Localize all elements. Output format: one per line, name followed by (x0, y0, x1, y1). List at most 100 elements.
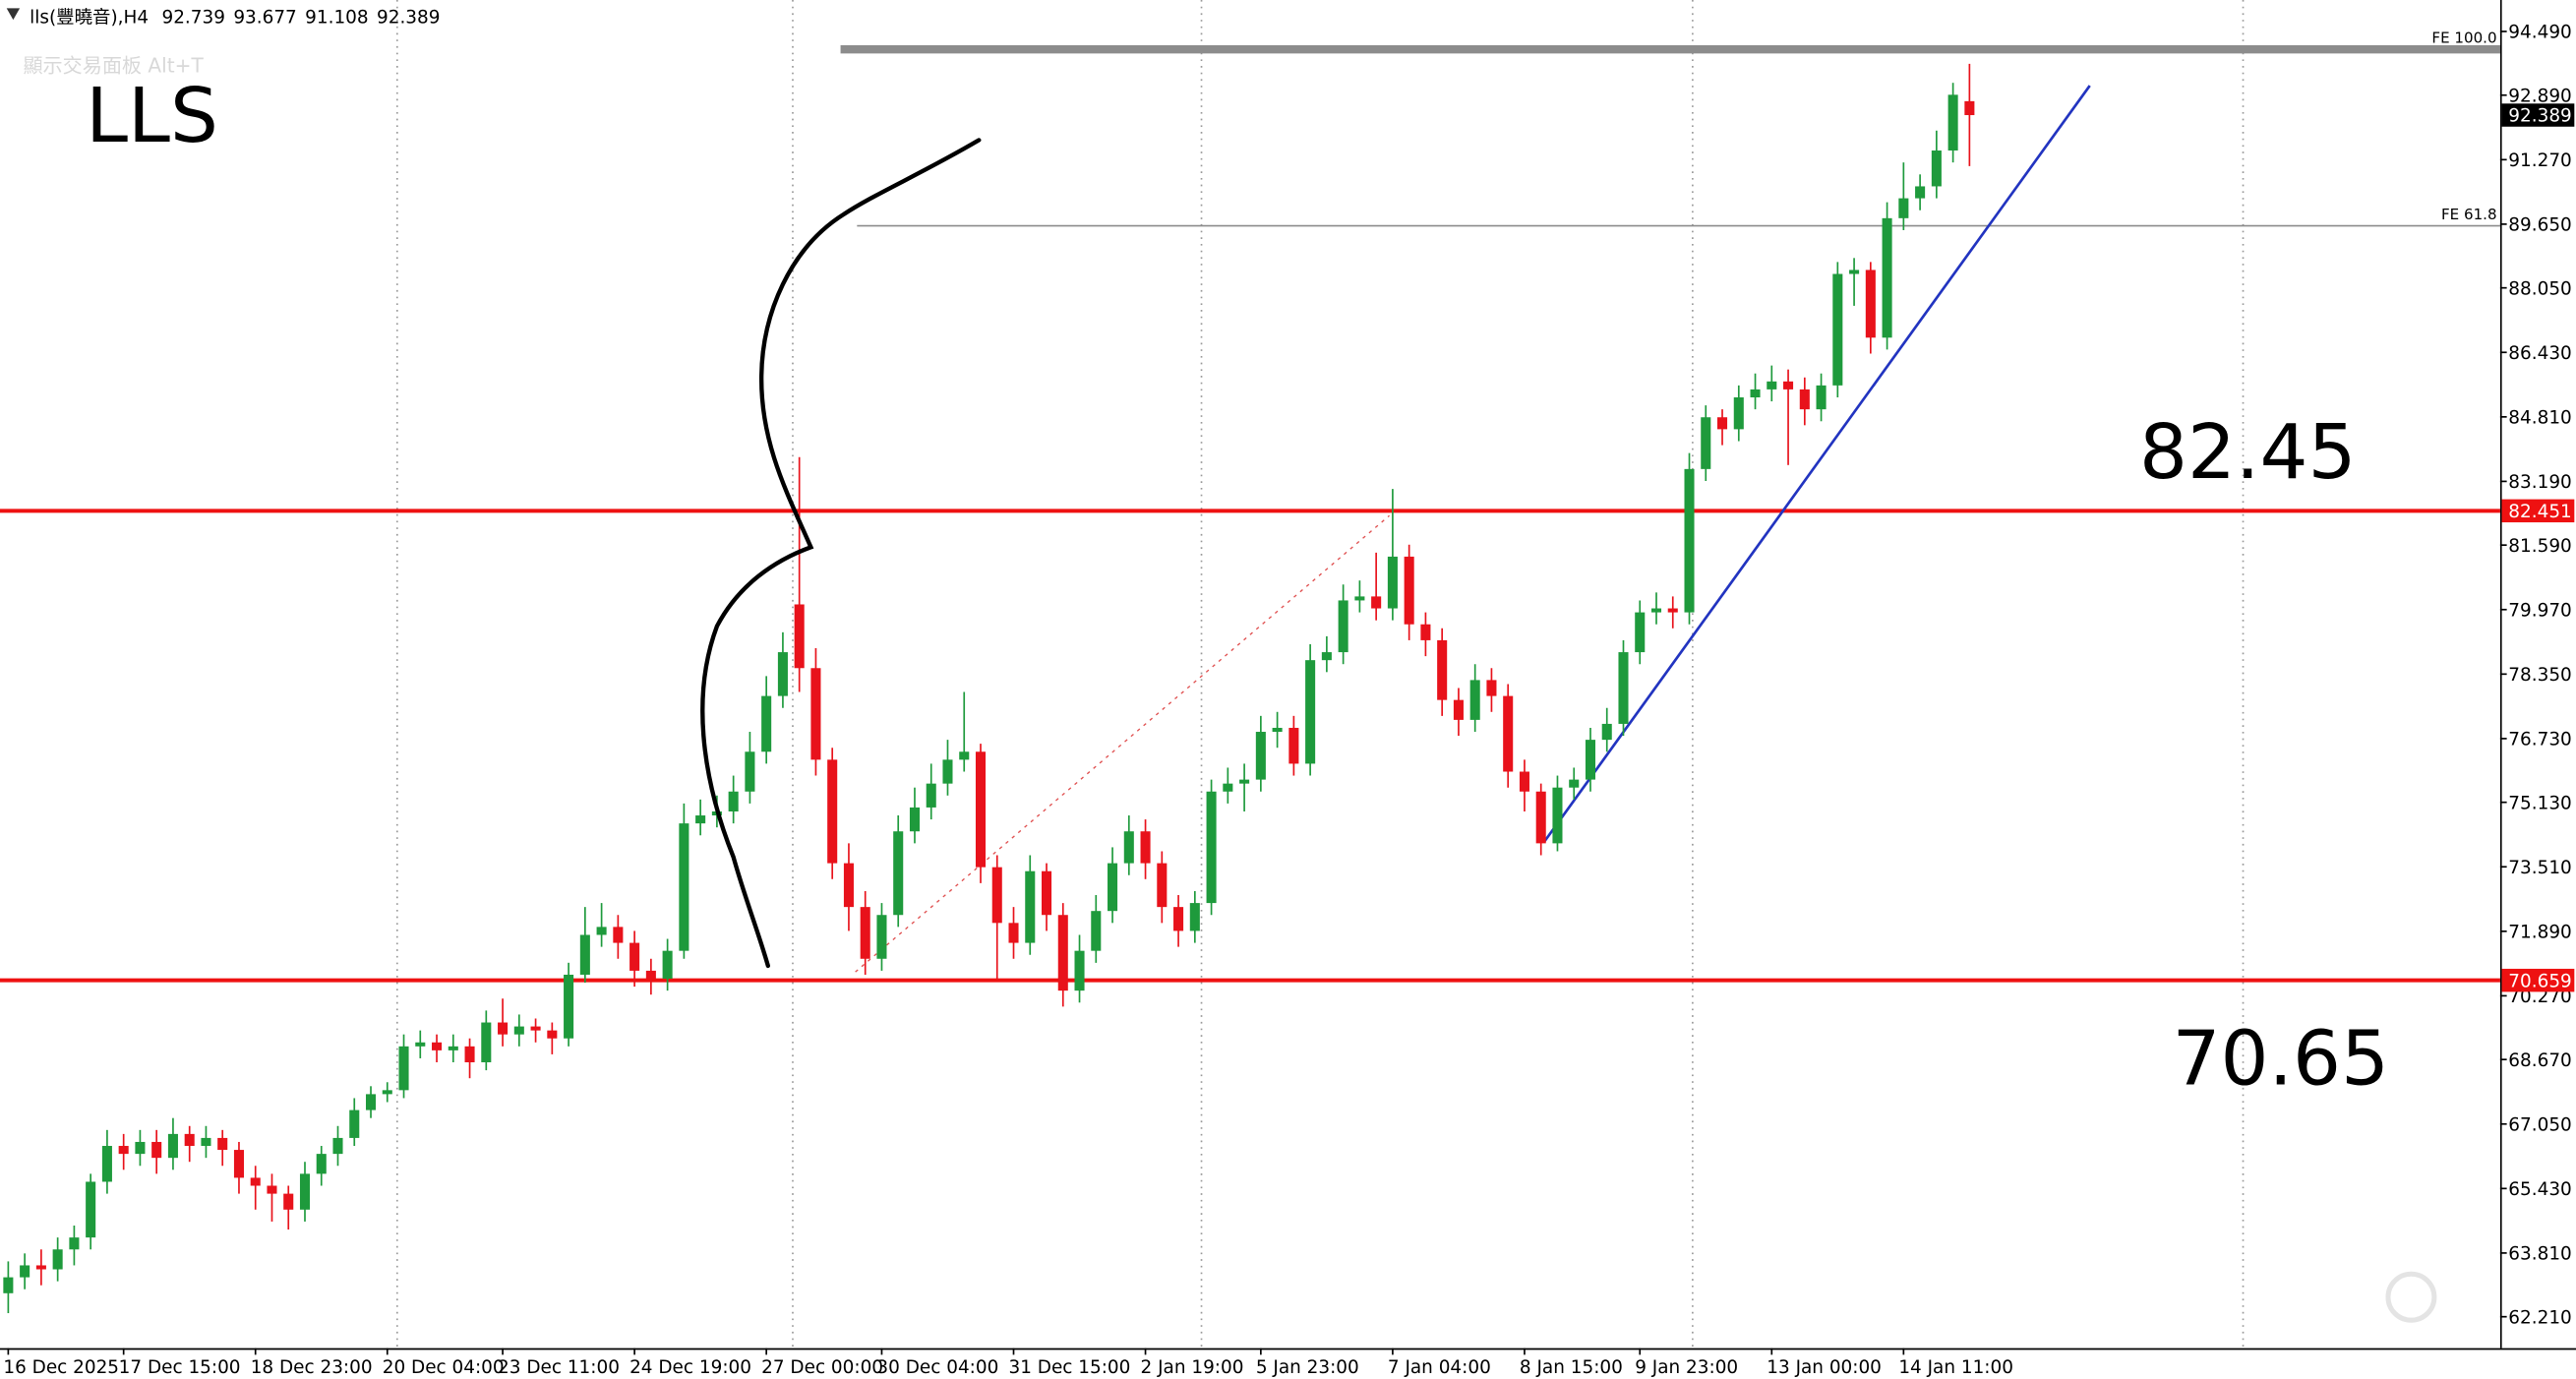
candle-body (498, 1022, 509, 1035)
header-open: 92.739 (161, 7, 224, 28)
candle-body (1486, 680, 1497, 696)
candle-body (3, 1277, 14, 1293)
candle-body (184, 1133, 195, 1147)
candle-body (1865, 270, 1876, 338)
candle-body (975, 751, 987, 868)
candle-body (1882, 217, 1892, 338)
candle-body (1255, 732, 1266, 780)
x-tick-label: 31 Dec 15:00 (1008, 1357, 1130, 1378)
candle-body (267, 1185, 277, 1194)
x-tick-label: 5 Jan 23:00 (1256, 1357, 1359, 1378)
annotation-level: 82.45 (2139, 408, 2357, 497)
symbol: lls(豐曉音),H4 (30, 7, 149, 28)
candle-body (1206, 791, 1217, 904)
candle-body (1799, 389, 1810, 410)
candle-body (151, 1141, 162, 1159)
axes: 94.490 92.890 91.270 89.650 88.050 86.430 84.8… (3, 23, 2575, 1378)
candle-body (777, 652, 788, 696)
y-tick-label: 91.270 (2508, 150, 2571, 171)
candle-body (448, 1046, 458, 1050)
current-price-label: 92.389 (2508, 106, 2571, 127)
candle-body (86, 1181, 96, 1238)
x-tick-label: 14 Jan 11:00 (1898, 1357, 2013, 1378)
candle-body (1552, 787, 1563, 844)
candle-body (794, 604, 805, 669)
y-tick-label: 78.350 (2508, 665, 2571, 686)
candle-body (316, 1154, 327, 1174)
grid (395, 0, 2245, 1349)
level-price-label: 82.451 (2508, 502, 2571, 522)
y-tick-label: 71.890 (2508, 923, 2571, 943)
candle-body (167, 1133, 178, 1159)
candle-body (1947, 94, 1958, 151)
candle-body (645, 970, 656, 980)
x-tick-label: 2 Jan 19:00 (1141, 1357, 1244, 1378)
candle-body (432, 1042, 443, 1050)
x-tick-label: 7 Jan 04:00 (1388, 1357, 1491, 1378)
current-price-box (2501, 103, 2575, 127)
plot-area: FE 100.0 FE 61.8 (0, 29, 2500, 1314)
candle-body (52, 1249, 63, 1270)
candle-body (530, 1026, 541, 1031)
candle-body (1140, 831, 1151, 864)
x-tick-label: 9 Jan 23:00 (1635, 1357, 1738, 1378)
y-tick-label: 67.050 (2508, 1114, 2571, 1135)
candle-body (1189, 903, 1200, 931)
trendline (1542, 85, 2091, 843)
candle-body (365, 1094, 377, 1110)
annotation-title: LLS (86, 72, 218, 160)
candle-body (382, 1090, 392, 1095)
candle-body (1684, 468, 1695, 613)
candle-body (596, 927, 607, 935)
y-tick-label: 84.810 (2508, 408, 2571, 429)
candle-body (1387, 556, 1398, 609)
candle-body (415, 1042, 426, 1047)
candle-body (1618, 652, 1629, 724)
candle-body (662, 950, 673, 980)
candle-body (201, 1137, 211, 1147)
y-tick-label: 63.810 (2508, 1244, 2571, 1265)
candle-body (860, 907, 870, 959)
candle-body (1305, 660, 1316, 764)
x-tick-label: 13 Jan 00:00 (1767, 1357, 1882, 1378)
y-tick-label: 89.650 (2508, 215, 2571, 236)
candle-body (1074, 950, 1085, 991)
candle-body (1338, 600, 1348, 653)
menu-icon[interactable] (6, 8, 21, 21)
y-tick-label: 92.890 (2508, 86, 2571, 106)
candle-body (564, 974, 574, 1039)
candle-body (1223, 783, 1233, 792)
x-tick-label: 17 Dec 15:00 (119, 1357, 241, 1378)
x-tick-label: 30 Dec 04:00 (876, 1357, 998, 1378)
candle-body (1404, 556, 1414, 625)
candle-body (349, 1109, 360, 1138)
y-tick-label: 83.190 (2508, 472, 2571, 493)
x-tick-label: 27 Dec 00:00 (761, 1357, 883, 1378)
candle-body (613, 927, 624, 943)
y-tick-label: 65.430 (2508, 1179, 2571, 1200)
candle-body (547, 1030, 558, 1039)
candle-body (761, 695, 772, 752)
candle-body (843, 863, 854, 908)
candle-body (1733, 396, 1744, 430)
fe-label: FE 100.0 (2431, 29, 2496, 46)
level-price-box (2501, 499, 2575, 523)
candle-body (1717, 417, 1728, 430)
y-tick-label: 73.510 (2508, 858, 2571, 878)
candle-body (728, 791, 739, 811)
chart-header: lls(豐曉音),H4 92.739 93.677 91.108 92.389 (30, 7, 440, 28)
candle-body (1519, 771, 1529, 792)
candle-body (1849, 270, 1860, 274)
y-tick-label: 94.490 (2508, 23, 2571, 43)
candle-body (481, 1022, 492, 1063)
candle-body (1272, 727, 1283, 733)
candle-body (1091, 911, 1102, 951)
candle-body (1025, 870, 1036, 943)
x-tick-label: 20 Dec 04:00 (383, 1357, 505, 1378)
panel-hint[interactable]: 顯示交易面板 Alt+T (23, 54, 204, 78)
x-tick-label: 16 Dec 2025 (3, 1357, 119, 1378)
candle-body (942, 759, 953, 784)
y-tick-label: 79.970 (2508, 600, 2571, 621)
candle-body (1816, 385, 1827, 410)
header-close: 92.389 (377, 7, 440, 28)
